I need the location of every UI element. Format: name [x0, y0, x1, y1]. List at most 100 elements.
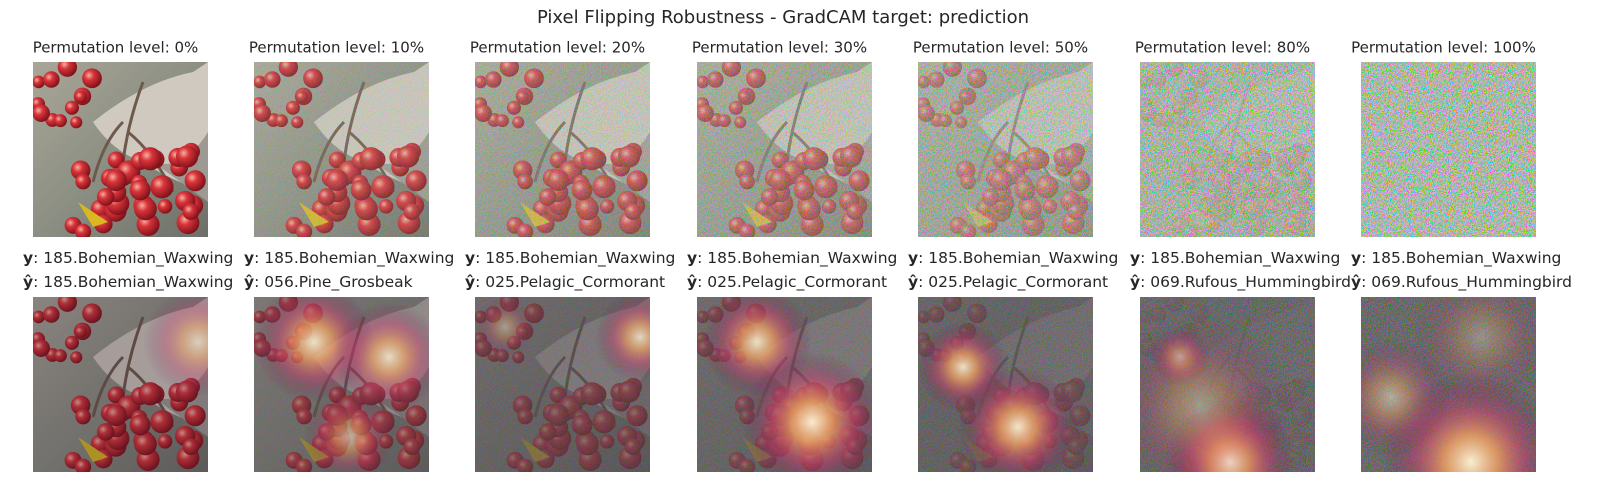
true-symbol: y — [1351, 249, 1361, 267]
berry — [96, 423, 115, 441]
input-image — [33, 62, 208, 237]
berry — [33, 339, 50, 357]
true-symbol: y — [1130, 249, 1140, 267]
true-label: y: 185.Bohemian_Waxwing — [1130, 249, 1340, 268]
berry — [74, 325, 87, 339]
berry — [82, 68, 102, 89]
berry — [105, 169, 127, 192]
separator: : — [697, 273, 707, 291]
berry — [96, 188, 115, 206]
berry — [43, 306, 60, 323]
pred-symbol: ŷ — [23, 273, 33, 291]
true-label: y: 185.Bohemian_Waxwing — [1351, 249, 1561, 268]
berry — [33, 310, 45, 324]
berry — [53, 349, 67, 363]
berry — [138, 382, 162, 406]
pred-label: ŷ: 025.Pelagic_Cormorant — [908, 273, 1108, 292]
berry — [53, 114, 67, 128]
berry — [70, 351, 83, 364]
berry — [75, 458, 92, 472]
gradcam-image — [918, 297, 1093, 472]
berry — [57, 297, 78, 312]
separator: : — [1361, 273, 1371, 291]
noise — [254, 62, 429, 237]
separator: : — [254, 273, 264, 291]
bird-tail — [78, 202, 108, 227]
separator: : — [254, 249, 264, 267]
noise — [918, 62, 1093, 237]
input-image — [1140, 62, 1315, 237]
separator: : — [1140, 273, 1150, 291]
true-class: 185.Bohemian_Waxwing — [485, 249, 675, 268]
berry — [134, 197, 157, 221]
pred-symbol: ŷ — [244, 273, 254, 291]
true-class: 185.Bohemian_Waxwing — [1371, 249, 1561, 268]
separator: : — [475, 249, 485, 267]
noise — [697, 62, 872, 237]
separator: : — [918, 249, 928, 267]
panel-title: Permutation level: 10% — [249, 39, 424, 57]
true-symbol: y — [244, 249, 254, 267]
heat-blob — [958, 367, 1078, 472]
pred-class: 056.Pine_Grosbeak — [264, 273, 412, 292]
noise — [1361, 62, 1536, 237]
pred-label: ŷ: 069.Rufous_Hummingbird — [1130, 273, 1351, 292]
berry — [82, 303, 102, 324]
pred-symbol: ŷ — [1130, 273, 1140, 291]
berry — [182, 438, 200, 456]
true-symbol: y — [687, 249, 697, 267]
panel-title: Permutation level: 0% — [33, 39, 199, 57]
separator: : — [697, 249, 707, 267]
heat-blob — [742, 352, 872, 472]
pred-class: 069.Rufous_Hummingbird — [1150, 273, 1351, 292]
berry — [134, 432, 157, 456]
true-class: 185.Bohemian_Waxwing — [1150, 249, 1340, 268]
heat-blob — [304, 392, 394, 472]
gradcam-image — [1361, 297, 1536, 472]
true-class: 185.Bohemian_Waxwing — [264, 249, 454, 268]
pred-symbol: ŷ — [908, 273, 918, 291]
pred-label: ŷ: 056.Pine_Grosbeak — [244, 273, 413, 292]
separator: : — [33, 273, 43, 291]
separator: : — [1140, 249, 1150, 267]
berry — [57, 62, 78, 77]
panel-title: Permutation level: 30% — [692, 39, 867, 57]
berry — [75, 408, 91, 425]
gradcam-image — [475, 297, 650, 472]
input-image — [697, 62, 872, 237]
true-label: y: 185.Bohemian_Waxwing — [908, 249, 1118, 268]
heat-blob — [595, 297, 650, 382]
heat-blob — [143, 297, 208, 397]
pred-label: ŷ: 025.Pelagic_Cormorant — [687, 273, 887, 292]
panel-title: Permutation level: 100% — [1351, 39, 1536, 57]
separator: : — [1361, 249, 1371, 267]
berry — [64, 100, 79, 115]
panel-title: Permutation level: 80% — [1135, 39, 1310, 57]
heat-blob — [475, 297, 535, 357]
input-image — [254, 62, 429, 237]
pred-symbol: ŷ — [687, 273, 697, 291]
berry — [64, 335, 79, 350]
true-symbol: y — [23, 249, 33, 267]
pred-label: ŷ: 025.Pelagic_Cormorant — [465, 273, 665, 292]
true-label: y: 185.Bohemian_Waxwing — [465, 249, 675, 268]
true-symbol: y — [465, 249, 475, 267]
berry — [150, 175, 174, 199]
berry — [175, 145, 199, 168]
figure-title: Pixel Flipping Robustness - GradCAM targ… — [537, 7, 1029, 28]
berry — [43, 71, 60, 88]
berry — [74, 90, 87, 104]
berry — [75, 173, 91, 190]
pred-label: ŷ: 185.Bohemian_Waxwing — [23, 273, 233, 292]
separator: : — [918, 273, 928, 291]
berry — [157, 434, 173, 449]
input-image — [1361, 62, 1536, 237]
heat-blob — [1411, 297, 1536, 407]
berry — [184, 170, 206, 192]
pred-class: 025.Pelagic_Cormorant — [485, 273, 665, 292]
berry — [150, 410, 174, 434]
gradcam-image — [1140, 297, 1315, 472]
pred-label: ŷ: 069.Rufous_Hummingbird — [1351, 273, 1572, 292]
